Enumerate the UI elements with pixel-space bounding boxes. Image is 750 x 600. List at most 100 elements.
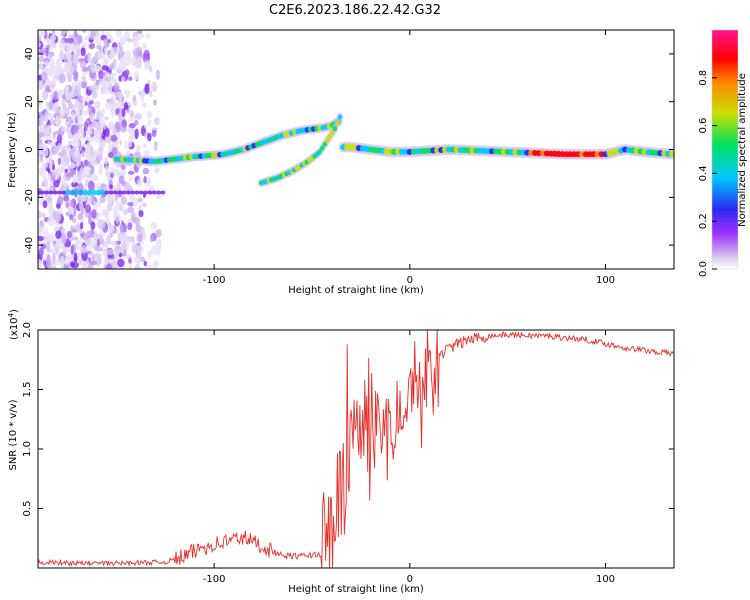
spectrogram-noise-cell: [104, 166, 110, 174]
snr-y-label: SNR (10 * v/v): [8, 399, 19, 470]
spectrogram-noise-cell: [107, 120, 114, 132]
spectrogram-noise-cell: [77, 130, 85, 141]
spectrogram-noise-cell: [111, 49, 115, 58]
spectrogram-noise-cell: [61, 175, 67, 185]
spectrogram-noise-cell: [64, 84, 69, 96]
spectrogram-noise-cell: [70, 224, 74, 234]
spectrogram-noise-cell: [55, 115, 60, 127]
spectrogram-noise-cell: [98, 81, 105, 86]
spectrogram-band-cell: [57, 190, 63, 195]
spectrogram-noise-cell: [95, 30, 100, 34]
spectrogram-noise-cell: [146, 110, 153, 119]
snr-y-scale-exponent: 4: [7, 312, 15, 317]
spectrogram-noise-cell: [154, 166, 159, 175]
spectrogram-noise-cell: [44, 113, 49, 124]
spectrogram-noise-cell: [109, 184, 113, 189]
spectrogram-noise-cell: [40, 30, 46, 38]
spectrogram-noise-cell: [122, 209, 129, 215]
spectrogram-secondary-cell: [317, 149, 322, 155]
spectrogram-noise-cell: [126, 38, 134, 43]
spectrogram-noise-cell: [105, 134, 113, 144]
spectrogram-noise-cell: [57, 105, 62, 112]
spectrogram-band-cell: [95, 189, 101, 196]
spectrogram-noise-cell: [45, 47, 49, 58]
spectrogram-noise-cell: [53, 147, 60, 152]
spectrogram-noise-cell: [69, 261, 75, 269]
spectrogram-noise-cell: [55, 230, 62, 240]
spectrogram-noise-cell: [38, 247, 44, 257]
snr-y-tick-label: 1.5: [22, 382, 33, 398]
spectrogram-band-cell: [74, 189, 80, 196]
spectrogram-secondary-cell: [327, 134, 332, 140]
spectrogram-noise-cell: [45, 102, 50, 107]
spectrogram-noise-cell: [99, 236, 104, 245]
spectrogram-noise-cell: [80, 206, 85, 215]
spectrogram-noise-cell: [48, 99, 53, 110]
spectrogram-noise-cell: [142, 143, 148, 149]
spectrogram-noise-cell: [124, 69, 130, 77]
spectrogram-noise-cell: [98, 219, 106, 230]
spectrogram-noise-cell: [40, 155, 44, 162]
spectrogram-noise-cell: [70, 112, 76, 121]
spectrogram-noise-cell: [116, 30, 122, 38]
colorbar-ticks: 0.0 0.2 0.4 0.6 0.8: [698, 70, 717, 277]
spectrogram-noise-cell: [98, 70, 104, 80]
spectrogram-noise-cell: [56, 167, 63, 175]
spectrogram-noise-cell: [54, 242, 59, 250]
spectrogram-noise-cell: [121, 198, 128, 206]
spectrogram-noise-cell: [141, 202, 148, 208]
spectrogram-noise-cell: [134, 119, 139, 126]
spectrogram-noise-cell: [58, 38, 66, 50]
spectrogram-noise-cell: [135, 113, 143, 120]
spectrogram-noise-cell: [65, 92, 73, 100]
spectrogram-noise-cell: [44, 127, 49, 136]
spectrogram-noise-cell: [151, 130, 157, 137]
spectrogram-noise-cell: [73, 71, 79, 82]
spectrogram-noise-cell: [141, 102, 147, 108]
spectrogram-y-tick-label: 0: [24, 146, 35, 152]
spectrogram-band-cell: [38, 190, 41, 195]
spectrogram-noise-cell: [49, 86, 55, 94]
spectrogram-noise-cell: [104, 248, 109, 260]
spectrogram-noise-cell: [38, 150, 42, 156]
spectrogram-noise-cell: [107, 248, 114, 256]
spectrogram-noise-cell: [81, 110, 89, 116]
spectrogram-noise-cell: [115, 108, 120, 115]
spectrogram-noise-cell: [48, 93, 54, 101]
spectrogram-noise-cell: [38, 74, 43, 81]
spectrogram-noise-cell: [80, 143, 88, 148]
spectrogram-noise-cell: [49, 141, 56, 148]
spectrogram-noise-cell: [64, 246, 71, 254]
colorbar-tick-label: 0.0: [698, 261, 709, 277]
spectrogram-band-cell: [121, 190, 127, 195]
spectrogram-noise-cell: [88, 216, 93, 225]
spectrogram-noise-cell: [113, 139, 118, 149]
spectrogram-noise-cell: [108, 143, 112, 153]
spectrogram-noise-cell: [107, 39, 111, 44]
spectrogram-band-cell: [48, 190, 54, 195]
spectrogram-noise-cell: [72, 55, 79, 65]
spectrogram-noise-cell: [104, 45, 108, 56]
spectrogram-secondary-cell: [332, 126, 338, 132]
spectrogram-noise-cell: [118, 204, 124, 212]
spectrogram-noise-cell: [73, 47, 78, 56]
spectrogram-noise-cell: [136, 30, 143, 35]
spectrogram-noise-cell: [74, 115, 79, 124]
spectrogram-noise-cell: [108, 82, 113, 93]
spectrogram-noise-cell: [143, 60, 151, 71]
spectrogram-band-cell: [44, 190, 50, 195]
spectrogram-noise-cell: [153, 117, 160, 126]
spectrogram-noise-cell: [89, 43, 96, 49]
spectrogram-noise-cell: [65, 144, 72, 153]
spectrogram-noise-cell: [127, 170, 135, 175]
spectrogram-noise-cell: [38, 80, 45, 90]
spectrogram-noise-cell: [128, 76, 133, 81]
spectrogram-noise-cell: [124, 139, 128, 150]
spectrogram-noise-cell: [104, 102, 112, 110]
spectrogram-noise-cell: [89, 59, 95, 69]
colorbar-tick-label: 0.6: [698, 118, 709, 134]
spectrogram-noise-cell: [51, 64, 56, 75]
snr-y-scale-prefix: (x10: [9, 317, 20, 340]
spectrogram-band-cell: [52, 190, 58, 195]
spectrogram-noise-cell: [71, 181, 79, 188]
